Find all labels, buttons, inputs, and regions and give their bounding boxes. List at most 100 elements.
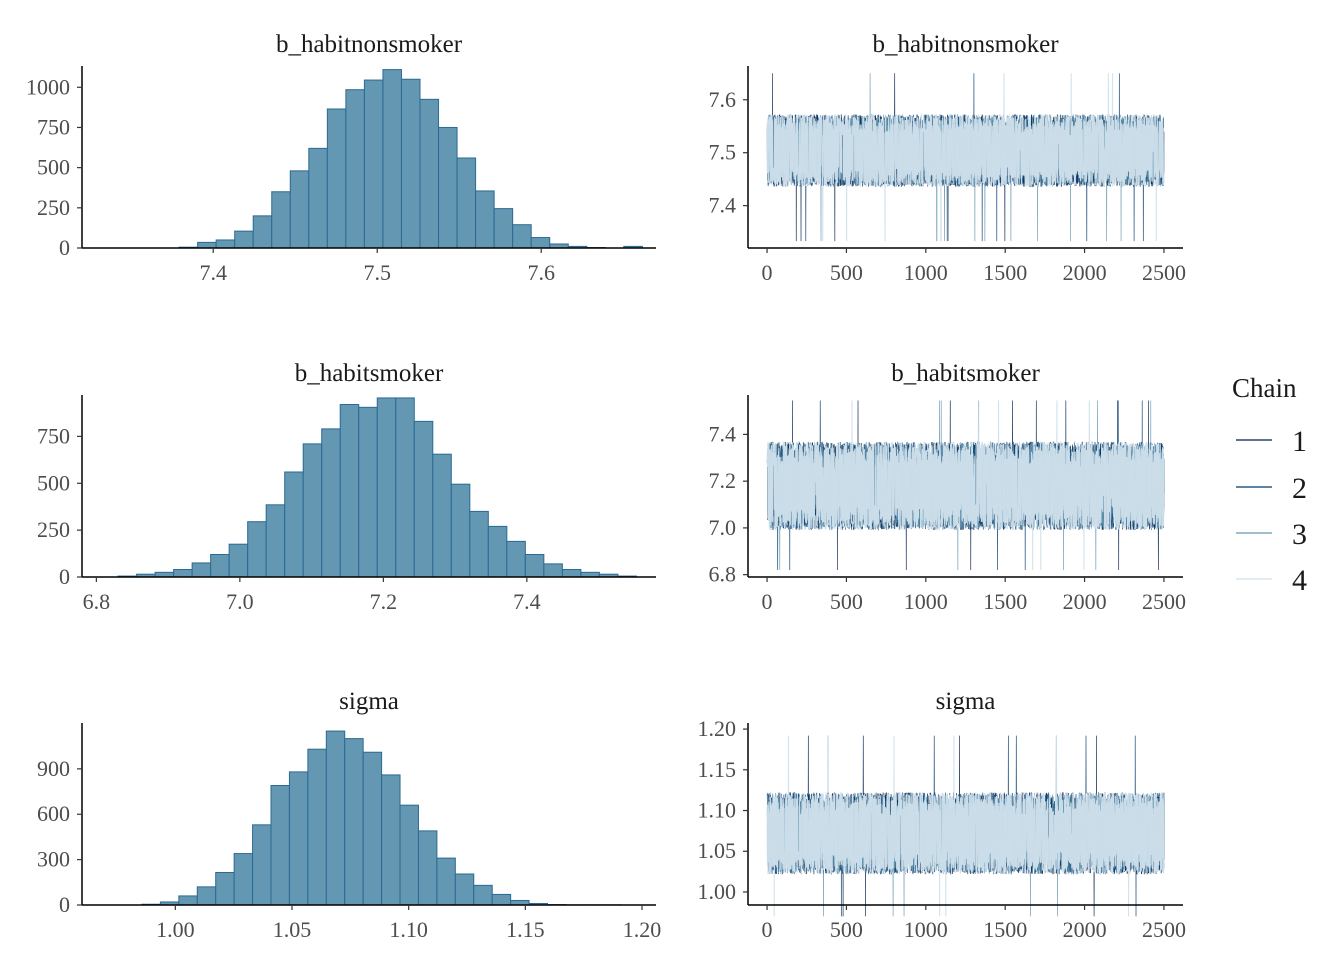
panel-title: b_habitsmoker — [891, 360, 1040, 387]
y-tick-label: 1.00 — [698, 879, 737, 904]
histogram-bar — [363, 79, 384, 249]
histogram-bar — [358, 406, 378, 578]
x-tick-label: 1.15 — [506, 917, 545, 942]
panel-2: b_habitnonsmoker 0 500 1000 1500 2000 2500 7.4 7… — [709, 31, 1186, 285]
histogram-bar — [210, 554, 230, 578]
histogram-bar — [325, 730, 346, 906]
x-tick-label: 1.05 — [273, 917, 312, 942]
histogram-bar — [382, 69, 402, 249]
panel-6: sigma 0 500 1000 1500 2000 2500 1.00 1.05 1.10 1.1… — [698, 688, 1186, 942]
y-tick-label: 1.05 — [698, 838, 737, 863]
histogram-bar — [376, 397, 397, 578]
x-tick-label: 1.20 — [623, 917, 662, 942]
histogram-bar — [454, 873, 475, 906]
x-tick-label: 6.8 — [83, 589, 111, 614]
x-tick-label: 7.4 — [199, 260, 227, 285]
histogram-bar — [339, 404, 360, 578]
histogram-bar — [395, 397, 415, 578]
panels: b_habitnonsmoker 7.4 7.5 7.6 0 250 500 750 1000 b… — [26, 31, 1186, 942]
panel-title: sigma — [936, 688, 996, 715]
x-tick-label: 2500 — [1142, 260, 1186, 285]
y-tick-label: 900 — [37, 756, 70, 781]
trace-chain-4 — [766, 73, 1165, 242]
histogram-bar — [530, 237, 551, 249]
panel-4: b_habitsmoker 0 500 1000 1500 2000 2500 6.8 7.0 7… — [709, 360, 1186, 614]
x-tick-label: 1500 — [983, 589, 1027, 614]
histogram-bar — [345, 89, 365, 249]
panel-3: b_habitsmoker 6.8 7.0 7.2 7.4 0 250 500 750 — [37, 360, 656, 614]
y-tick-label: 1.15 — [698, 757, 737, 782]
histogram-bar — [326, 108, 347, 249]
x-tick-label: 500 — [830, 260, 863, 285]
histogram-bar — [362, 751, 383, 906]
y-tick-label: 0 — [59, 564, 70, 589]
x-tick-label: 2000 — [1063, 917, 1107, 942]
chain-legend: Chain 1 2 3 4 — [1232, 373, 1307, 597]
histogram-bar — [321, 428, 341, 578]
histogram-bar — [432, 453, 452, 578]
x-tick-label: 2500 — [1142, 917, 1186, 942]
x-tick-label: 1.10 — [389, 917, 428, 942]
histogram-bar — [413, 420, 434, 578]
x-tick-label: 0 — [762, 260, 773, 285]
x-tick-label: 2000 — [1063, 589, 1107, 614]
histogram-bar — [289, 170, 310, 249]
histogram-bar — [196, 886, 217, 906]
y-tick-label: 750 — [37, 114, 70, 139]
histogram-bar — [436, 857, 456, 906]
histogram-bar — [284, 471, 304, 578]
y-tick-label: 1.10 — [698, 798, 737, 823]
x-tick-label: 1000 — [904, 917, 948, 942]
histogram-bar — [307, 748, 327, 906]
x-tick-label: 7.6 — [527, 260, 555, 285]
histogram-bar — [400, 78, 421, 249]
x-tick-label: 1500 — [983, 917, 1027, 942]
x-tick-label: 1000 — [904, 589, 948, 614]
panel-title: b_habitnonsmoker — [872, 31, 1059, 58]
histogram-bar — [270, 785, 290, 906]
histogram-bar — [252, 824, 272, 906]
y-tick-label: 600 — [37, 801, 70, 826]
y-tick-label: 250 — [37, 195, 70, 220]
histogram-bar — [247, 521, 267, 578]
x-tick-label: 2500 — [1142, 589, 1186, 614]
x-tick-label: 7.0 — [226, 589, 254, 614]
histogram-bar — [493, 208, 514, 249]
histogram-bar — [265, 504, 286, 578]
histogram-bar — [308, 147, 328, 249]
x-tick-label: 7.5 — [363, 260, 391, 285]
x-tick-label: 2000 — [1063, 260, 1107, 285]
histogram-bar — [234, 230, 254, 249]
histogram-bar — [302, 443, 323, 578]
histogram-bar — [197, 241, 217, 249]
histogram-bar — [450, 483, 471, 578]
y-tick-label: 1.20 — [698, 716, 737, 741]
histogram-bar — [487, 525, 508, 578]
trace-chain-4 — [766, 735, 1165, 917]
y-tick-label: 750 — [37, 423, 70, 448]
x-tick-label: 1.00 — [156, 917, 195, 942]
histogram-bar — [512, 224, 532, 249]
y-tick-label: 6.8 — [709, 562, 737, 587]
histogram-bar — [473, 884, 493, 906]
histogram-bar — [524, 554, 545, 578]
panel-title: b_habitnonsmoker — [276, 31, 463, 58]
legend-label-3: 3 — [1292, 518, 1307, 551]
histogram-bar — [344, 738, 364, 906]
panel-5: sigma 1.00 1.05 1.10 1.15 1.20 0 300 600 900 — [37, 688, 661, 942]
histogram-bar — [456, 157, 477, 249]
y-tick-label: 0 — [59, 892, 70, 917]
y-tick-label: 300 — [37, 847, 70, 872]
legend-label-4: 4 — [1292, 564, 1307, 597]
legend-item-2: 2 — [1236, 472, 1307, 505]
histogram-bar — [173, 569, 193, 578]
trace-chain-4 — [766, 400, 1165, 570]
histogram-bar — [417, 830, 438, 906]
histogram-bar — [191, 562, 212, 578]
panel-title: b_habitsmoker — [295, 360, 444, 387]
histogram-bar — [252, 215, 273, 249]
y-tick-label: 250 — [37, 517, 70, 542]
legend-label-1: 1 — [1292, 425, 1307, 458]
y-tick-label: 7.0 — [709, 515, 737, 540]
histogram-bar — [215, 871, 235, 906]
